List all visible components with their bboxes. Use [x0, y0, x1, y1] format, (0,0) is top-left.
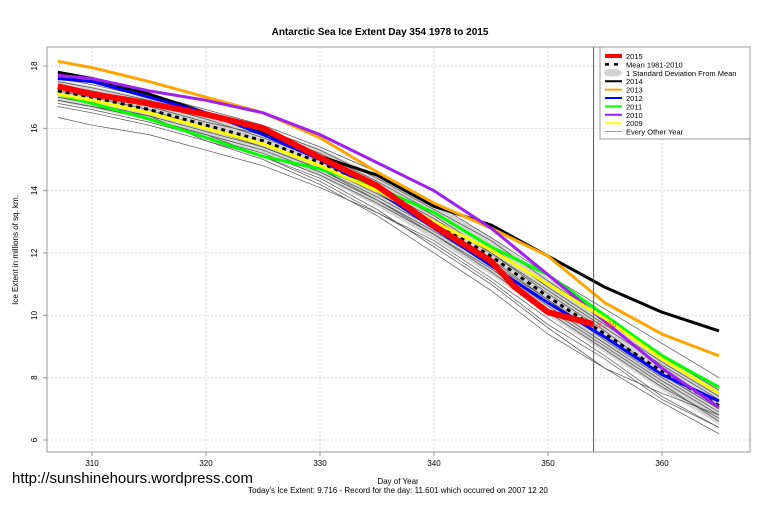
- legend-label: 2010: [626, 111, 643, 120]
- legend-box: [599, 46, 751, 140]
- y-tick-label: 12: [30, 248, 39, 257]
- chart-title: Antarctic Sea Ice Extent Day 354 1978 to…: [272, 27, 489, 38]
- series-lines: [57, 59, 720, 409]
- current-value-label: 9.716: [597, 320, 618, 329]
- other-year-line: [57, 103, 720, 422]
- y-tick-label: 16: [30, 123, 39, 132]
- x-axis-label: Day of Year: [377, 477, 419, 486]
- y-tick-label: 10: [30, 310, 39, 319]
- other-year-line: [57, 106, 720, 416]
- series-line-2014: [57, 70, 720, 333]
- sd-band: [57, 80, 720, 425]
- legend-label: 2015: [626, 52, 643, 61]
- x-tick-label: 320: [199, 459, 213, 468]
- legend-label: Mean 1981-2010: [626, 60, 683, 69]
- sd-band-area: [57, 80, 720, 425]
- series-line-2013: [57, 59, 720, 358]
- y-tick-label: 8: [30, 375, 39, 380]
- x-tick-label: 310: [85, 459, 99, 468]
- other-year-line: [57, 99, 720, 413]
- legend-label: 2009: [626, 119, 643, 128]
- legend-label: Every Other Year: [626, 128, 684, 137]
- other-year-line: [57, 90, 720, 419]
- x-tick-label: 340: [427, 459, 441, 468]
- x-tick-label: 330: [313, 459, 327, 468]
- legend-label: 1 Standard Deviation From Mean: [626, 69, 736, 78]
- other-year-line: [57, 117, 720, 428]
- legend-swatch: [604, 68, 622, 77]
- other-year-line: [57, 81, 720, 397]
- axes: 9.716 310 320 330 340 350 360 6 8 10 12 14 16 18: [30, 46, 751, 468]
- y-tick-label: 18: [30, 61, 39, 70]
- plot-frame: [46, 46, 751, 453]
- y-tick-label: 6: [30, 437, 39, 442]
- y-tick-label: 14: [30, 186, 39, 195]
- y-axis-label: Ice Extent in millions of sq. km.: [11, 195, 20, 305]
- legend-label: 2013: [626, 86, 643, 95]
- series-line-2010: [57, 73, 720, 409]
- series-line-2015: [57, 83, 595, 328]
- other-year-line: [57, 96, 720, 435]
- legend-label: 2012: [626, 94, 643, 103]
- grid: [47, 47, 750, 452]
- site-url: http://sunshinehours.wordpress.com: [12, 470, 253, 487]
- x-tick-label: 350: [541, 459, 555, 468]
- legend-label: 2014: [626, 77, 643, 86]
- summary-text: Today's Ice Extent: 9.716 - Record for t…: [248, 486, 548, 495]
- other-year-line: [57, 99, 720, 416]
- series-line-2009: [57, 92, 720, 395]
- legend-label: 2011: [626, 102, 642, 111]
- x-tick-label: 360: [655, 459, 669, 468]
